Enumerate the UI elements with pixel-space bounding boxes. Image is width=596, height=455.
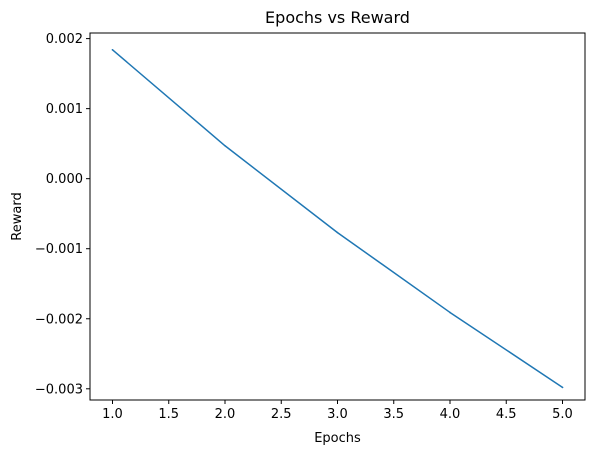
- x-axis-label: Epochs: [314, 431, 361, 446]
- y-tick-label: 0.001: [46, 102, 83, 117]
- x-tick-label: 2.5: [271, 407, 292, 422]
- data-point: [112, 49, 114, 51]
- x-tick-label: 4.5: [496, 407, 517, 422]
- y-tick-label: −0.001: [35, 242, 83, 257]
- x-tick-label: 3.5: [383, 407, 404, 422]
- data-point: [449, 312, 451, 314]
- x-tick-label: 3.0: [327, 407, 348, 422]
- x-tick-label: 5.0: [552, 407, 573, 422]
- x-tick-label: 4.0: [440, 407, 461, 422]
- y-axis-label: Reward: [10, 192, 25, 240]
- chart-title: Epochs vs Reward: [265, 8, 410, 27]
- x-tick-label: 2.0: [215, 407, 236, 422]
- data-point: [562, 387, 564, 389]
- y-tick-label: −0.003: [35, 382, 83, 397]
- y-tick-label: 0.002: [46, 32, 83, 47]
- y-tick-label: −0.002: [35, 312, 83, 327]
- data-point: [337, 232, 339, 234]
- y-tick-label: 0.000: [46, 172, 83, 187]
- x-tick-label: 1.5: [158, 407, 179, 422]
- x-tick-label: 1.0: [102, 407, 123, 422]
- data-point: [224, 145, 226, 147]
